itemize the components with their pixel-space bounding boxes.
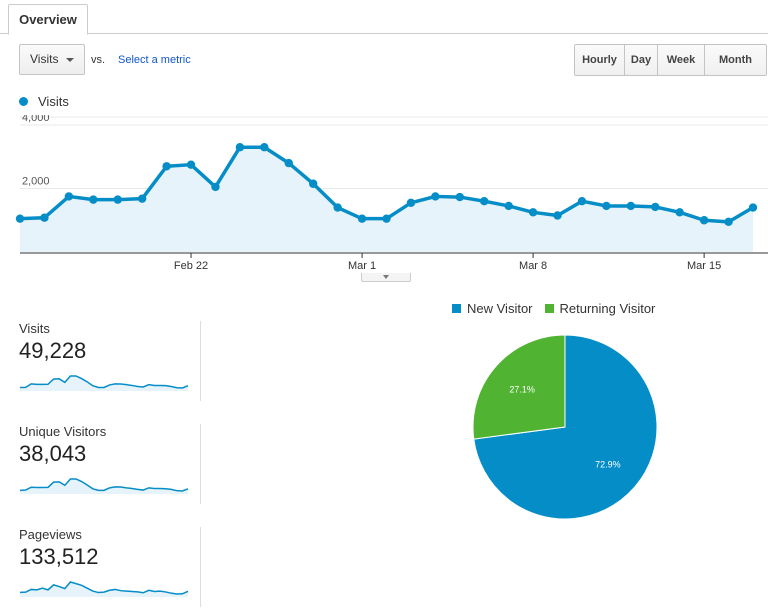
data-point — [748, 203, 758, 212]
x-tick-label: Mar 8 — [519, 260, 547, 272]
series-legend-label: Visits — [38, 93, 69, 109]
data-point — [577, 197, 587, 206]
data-point — [504, 201, 513, 211]
y-tick-label: 2,000 — [22, 176, 50, 188]
metric-value: 49,228 — [19, 338, 87, 363]
legend-label: New Visitor — [467, 301, 533, 316]
data-point — [480, 197, 489, 206]
data-point — [382, 214, 391, 223]
x-tick-label: Mar 1 — [348, 260, 376, 272]
x-tick-label: Mar 15 — [687, 260, 721, 272]
pie-label: 27.1% — [509, 384, 535, 394]
data-point — [553, 211, 562, 220]
series-legend: Visits — [19, 93, 69, 109]
data-point — [333, 203, 342, 212]
y-tick-label: 4,000 — [22, 115, 50, 124]
chart-resize-handle[interactable] — [361, 273, 411, 282]
data-point — [211, 182, 220, 192]
data-point — [235, 143, 245, 152]
pageviews-sparkline — [19, 581, 189, 597]
tab-overview[interactable]: Overview — [8, 4, 88, 35]
metric-label: Visits — [19, 321, 50, 336]
data-point — [651, 202, 660, 212]
sparkline-line — [19, 375, 189, 389]
range-day-button[interactable]: Day — [624, 45, 657, 75]
data-point — [89, 195, 98, 204]
data-point — [284, 158, 293, 168]
x-tick-label: Feb 22 — [174, 260, 208, 272]
data-point — [113, 195, 122, 204]
sparkline-line — [19, 478, 189, 492]
sparkline-area — [20, 479, 188, 494]
data-point — [602, 201, 611, 211]
data-point — [431, 192, 440, 201]
data-point — [675, 208, 684, 217]
range-toggle-group: Hourly Day Week Month — [574, 44, 767, 76]
data-point — [137, 194, 147, 203]
data-point — [15, 214, 25, 223]
pie-legend: New Visitor Returning Visitor — [452, 301, 667, 316]
visitor-pie-chart[interactable]: 72.9% 27.1% — [472, 334, 658, 520]
metric-label: Unique Visitors — [19, 424, 107, 439]
range-week-button[interactable]: Week — [657, 45, 704, 75]
legend-swatch — [452, 304, 461, 313]
data-point — [309, 179, 318, 188]
legend-label: Returning Visitor — [559, 301, 656, 316]
pie-label: 72.9% — [595, 460, 621, 470]
data-point — [40, 213, 49, 222]
vs-label: vs. — [91, 54, 106, 66]
legend-item-new-visitor[interactable]: New Visitor — [452, 301, 533, 316]
data-point — [455, 192, 464, 202]
range-month-button[interactable]: Month — [704, 45, 766, 75]
data-point — [162, 162, 171, 171]
unique-visitors-sparkline — [19, 478, 189, 494]
visits-sparkline — [19, 375, 189, 391]
legend-item-returning-visitor[interactable]: Returning Visitor — [544, 301, 656, 316]
metric-visits: Visits 49,228 — [19, 321, 201, 401]
metric-select-label: Visits — [30, 52, 59, 66]
metric-value: 38,043 — [19, 441, 87, 466]
data-point — [406, 198, 416, 207]
data-point — [528, 208, 538, 217]
sparkline-area — [20, 376, 188, 391]
metric-select[interactable]: Visits — [19, 44, 85, 75]
sparkline-area — [20, 582, 188, 597]
pie-slice — [472, 334, 566, 440]
select-metric-link[interactable]: Select a metric — [118, 54, 191, 66]
legend-dot-icon — [19, 96, 28, 106]
visits-area — [20, 147, 753, 252]
data-point — [724, 217, 733, 227]
metric-label: Pageviews — [19, 527, 82, 542]
chevron-down-icon — [66, 58, 74, 62]
metric-pageviews: Pageviews 133,512 — [19, 527, 201, 607]
data-point — [626, 201, 636, 211]
data-point — [357, 214, 367, 223]
metric-unique-visitors: Unique Visitors 38,043 — [19, 424, 201, 504]
data-point — [260, 143, 269, 152]
tab-bar: Overview — [0, 0, 768, 35]
legend-swatch — [544, 304, 554, 313]
visits-line-chart[interactable]: 2,000 4,000 Feb 22 Mar 1 Mar 8 Mar 15 — [0, 115, 768, 275]
data-point — [699, 216, 709, 225]
metric-value: 133,512 — [19, 544, 99, 569]
sparkline-line — [19, 581, 189, 595]
data-point — [64, 192, 74, 201]
range-hourly-button[interactable]: Hourly — [575, 45, 624, 75]
data-point — [186, 160, 196, 169]
